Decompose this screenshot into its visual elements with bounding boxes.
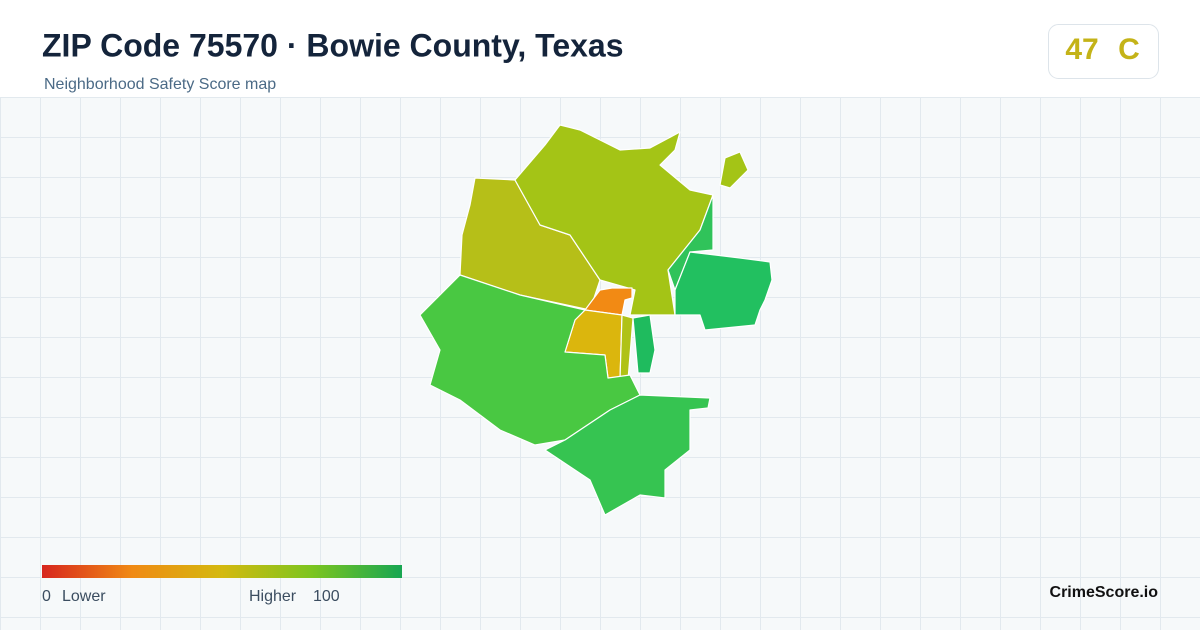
region [674,251,773,331]
region [667,194,714,291]
region [719,151,749,189]
grade: C [1118,33,1140,66]
legend-max: 100 [313,588,340,605]
map [419,124,773,516]
score: 47 [1065,33,1098,66]
legend-scale [42,565,402,578]
subtitle: Neighborhood Safety Score map [44,76,276,93]
legend-min-label: Lower [62,588,106,605]
legend-max-label: Higher [249,588,297,605]
brand: CrimeScore.io [1050,584,1159,601]
title: ZIP Code 75570 · Bowie County, Texas [42,27,624,63]
grid [0,97,1200,630]
header-band [0,0,1200,97]
legend-min: 0 [42,588,51,605]
region [632,314,656,374]
region [544,394,711,516]
score-badge [1048,24,1159,79]
